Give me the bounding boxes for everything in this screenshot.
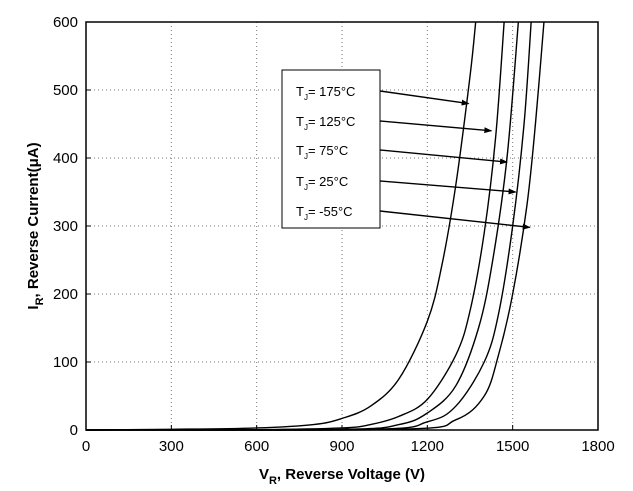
curve-T_J= 175°C <box>85 21 477 431</box>
y-axis-title: IR, Reverse Current(μA) <box>25 142 46 309</box>
x-tick-label: 900 <box>329 438 354 455</box>
legend-label: TJ= 25°C <box>296 174 348 192</box>
x-tick-label: 0 <box>82 438 90 455</box>
y-tick-label: 100 <box>53 354 78 371</box>
x-tick-label: 1200 <box>411 438 444 455</box>
legend-box <box>281 69 381 229</box>
legend-arrow <box>379 149 508 165</box>
y-tick-label: 300 <box>53 218 78 235</box>
axis-ticks: 0 300 600 900 1200 1500 1800 0 100 200 300 400 500 60… <box>53 14 615 455</box>
legend-label: TJ= 175°C <box>296 84 355 102</box>
legend-label: TJ= 75°C <box>296 143 348 161</box>
x-tick-label: 300 <box>159 438 184 455</box>
legend-label: TJ= 125°C <box>296 114 355 132</box>
y-tick-label: 400 <box>53 150 78 167</box>
x-tick-label: 1500 <box>496 438 529 455</box>
x-tick-label: 600 <box>244 438 269 455</box>
x-tick-label: 1800 <box>581 438 614 455</box>
legend-arrow <box>379 210 531 230</box>
y-tick-label: 200 <box>53 286 78 303</box>
y-tick-label: 600 <box>53 14 78 31</box>
legend-arrow <box>379 120 493 134</box>
y-tick-label: 500 <box>53 82 78 99</box>
legend-arrow <box>379 90 470 106</box>
legend-label: TJ= -55°C <box>296 204 353 222</box>
legend: TJ= 175°C TJ= 125°C TJ= 75°C TJ= 25°C TJ= -5… <box>281 69 381 229</box>
legend-arrow <box>379 180 517 195</box>
x-axis-title: VR, Reverse Voltage (V) <box>259 466 425 487</box>
y-tick-label: 0 <box>70 422 78 439</box>
legend-arrows <box>379 90 531 230</box>
